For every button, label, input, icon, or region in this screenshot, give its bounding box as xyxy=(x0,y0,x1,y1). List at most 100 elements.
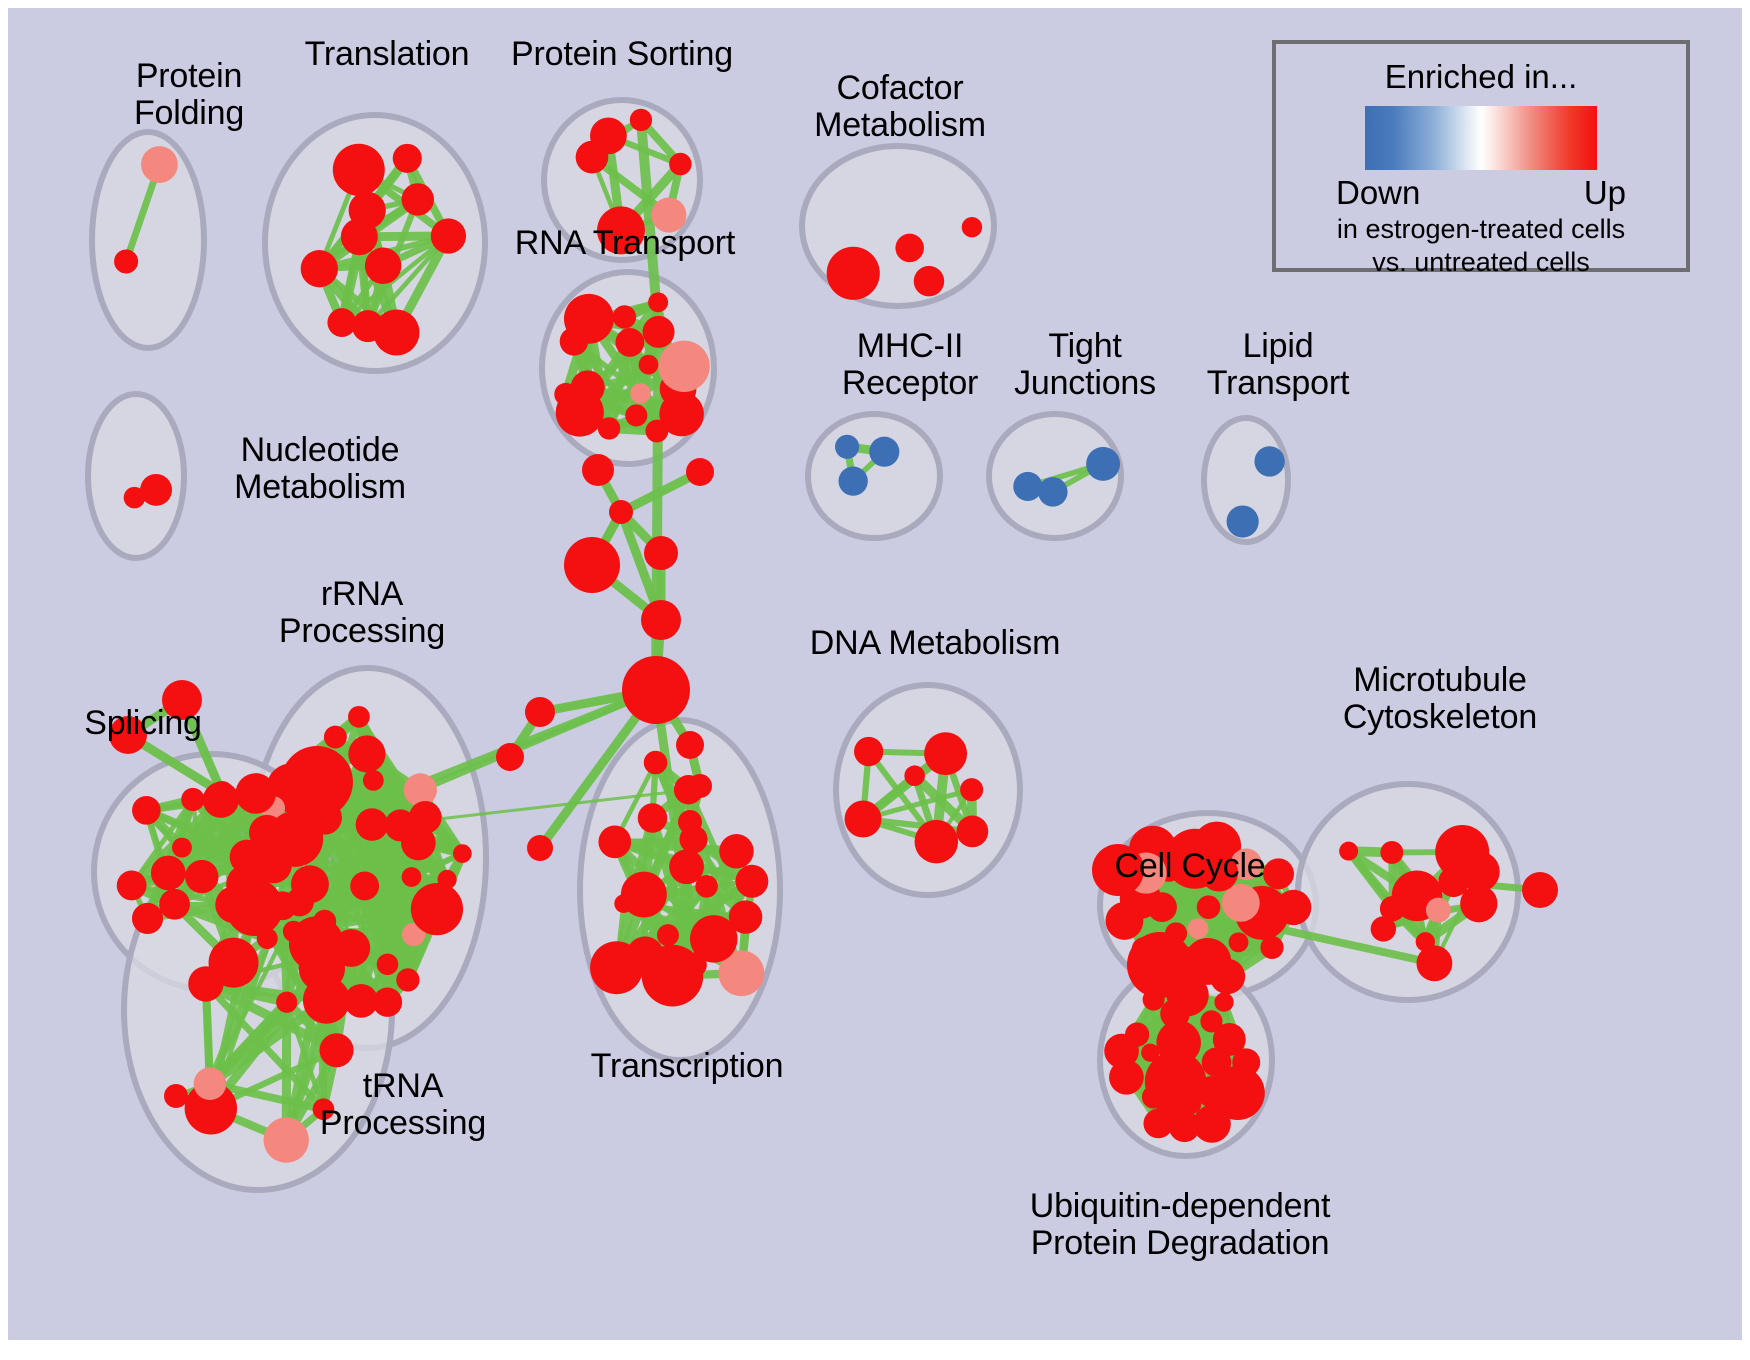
network-node[interactable] xyxy=(826,246,880,300)
network-node[interactable] xyxy=(854,736,884,767)
network-node[interactable] xyxy=(651,197,687,233)
network-node[interactable] xyxy=(312,1098,335,1121)
network-node[interactable] xyxy=(396,968,420,992)
network-node[interactable] xyxy=(869,436,900,467)
network-node[interactable] xyxy=(452,844,472,863)
network-node[interactable] xyxy=(408,800,442,834)
network-node[interactable] xyxy=(1200,1010,1223,1033)
network-node[interactable] xyxy=(1013,471,1043,501)
network-node[interactable] xyxy=(961,216,983,238)
network-node[interactable] xyxy=(695,875,718,898)
network-node[interactable] xyxy=(914,819,959,864)
network-node[interactable] xyxy=(332,143,385,196)
network-node[interactable] xyxy=(622,656,690,724)
network-node[interactable] xyxy=(658,340,710,392)
network-node[interactable] xyxy=(1380,840,1404,864)
network-node[interactable] xyxy=(348,735,386,773)
network-node[interactable] xyxy=(1522,872,1558,908)
network-node[interactable] xyxy=(193,1067,227,1101)
network-node[interactable] xyxy=(162,680,202,720)
network-node[interactable] xyxy=(1156,1020,1201,1066)
network-node[interactable] xyxy=(372,987,403,1017)
network-node[interactable] xyxy=(1086,446,1121,481)
network-node[interactable] xyxy=(1164,828,1225,889)
network-node[interactable] xyxy=(1152,1072,1198,1118)
network-node[interactable] xyxy=(597,417,621,440)
network-node[interactable] xyxy=(1254,446,1285,477)
network-node[interactable] xyxy=(626,936,664,974)
network-node[interactable] xyxy=(637,803,668,833)
network-node[interactable] xyxy=(184,1082,238,1135)
network-node[interactable] xyxy=(1260,935,1284,960)
network-node[interactable] xyxy=(597,206,645,255)
network-node[interactable] xyxy=(644,536,678,570)
network-node[interactable] xyxy=(835,434,860,459)
network-node[interactable] xyxy=(150,855,186,891)
network-node[interactable] xyxy=(229,839,265,875)
network-node[interactable] xyxy=(904,765,925,786)
network-node[interactable] xyxy=(159,888,190,920)
network-node[interactable] xyxy=(598,825,632,859)
network-node[interactable] xyxy=(1416,945,1453,982)
network-node[interactable] xyxy=(1275,889,1312,926)
network-node[interactable] xyxy=(590,117,627,155)
network-node[interactable] xyxy=(1127,932,1193,998)
network-node[interactable] xyxy=(410,882,464,936)
network-node[interactable] xyxy=(225,878,284,937)
network-node[interactable] xyxy=(248,814,285,851)
network-node[interactable] xyxy=(669,152,692,176)
network-node[interactable] xyxy=(643,750,668,775)
network-node[interactable] xyxy=(620,871,667,918)
network-node[interactable] xyxy=(401,183,434,216)
network-node[interactable] xyxy=(109,716,147,754)
network-node[interactable] xyxy=(319,1033,354,1068)
network-node[interactable] xyxy=(1226,505,1259,538)
network-node[interactable] xyxy=(1124,1022,1150,1047)
network-node[interactable] xyxy=(1147,892,1177,923)
network-node[interactable] xyxy=(913,265,945,297)
network-node[interactable] xyxy=(496,743,524,771)
network-node[interactable] xyxy=(1195,1076,1228,1108)
network-node[interactable] xyxy=(401,867,422,887)
network-node[interactable] xyxy=(255,846,292,884)
network-node[interactable] xyxy=(718,950,765,997)
network-node[interactable] xyxy=(1379,895,1406,922)
network-node[interactable] xyxy=(290,865,329,904)
network-node[interactable] xyxy=(559,327,589,356)
network-node[interactable] xyxy=(689,915,738,963)
network-node[interactable] xyxy=(164,1084,188,1108)
network-node[interactable] xyxy=(350,871,380,901)
network-node[interactable] xyxy=(188,966,224,1002)
network-node[interactable] xyxy=(1092,844,1144,896)
network-node[interactable] xyxy=(140,473,173,506)
network-node[interactable] xyxy=(171,837,192,858)
network-node[interactable] xyxy=(956,815,989,848)
network-node[interactable] xyxy=(1143,1108,1174,1139)
network-node[interactable] xyxy=(625,404,648,427)
network-node[interactable] xyxy=(719,834,754,869)
network-node[interactable] xyxy=(392,143,422,173)
network-node[interactable] xyxy=(276,991,298,1013)
network-node[interactable] xyxy=(1460,885,1498,923)
network-node[interactable] xyxy=(362,769,384,791)
network-node[interactable] xyxy=(688,774,712,798)
network-node[interactable] xyxy=(676,731,704,759)
network-node[interactable] xyxy=(641,600,681,640)
network-node[interactable] xyxy=(609,500,633,524)
network-node[interactable] xyxy=(141,146,178,183)
network-node[interactable] xyxy=(895,233,924,263)
network-node[interactable] xyxy=(678,810,702,834)
network-node[interactable] xyxy=(185,859,219,894)
network-node[interactable] xyxy=(323,725,347,749)
network-node[interactable] xyxy=(210,781,234,805)
network-node[interactable] xyxy=(1425,897,1451,923)
network-node[interactable] xyxy=(116,870,147,901)
network-node[interactable] xyxy=(638,354,659,375)
network-node[interactable] xyxy=(302,976,350,1024)
network-node[interactable] xyxy=(114,249,139,274)
network-node[interactable] xyxy=(1196,895,1221,919)
network-node[interactable] xyxy=(1109,1059,1144,1095)
network-node[interactable] xyxy=(401,825,436,861)
network-node[interactable] xyxy=(1038,477,1068,507)
network-node[interactable] xyxy=(1339,841,1359,861)
